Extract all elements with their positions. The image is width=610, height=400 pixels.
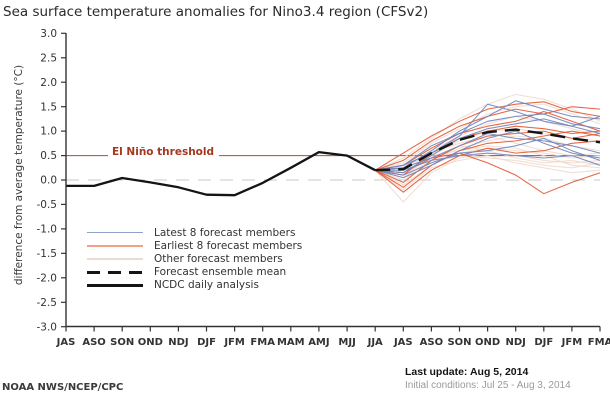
svg-text:-3.0: -3.0 (37, 321, 58, 333)
last-update-text: Last update: Aug 5, 2014 (405, 366, 529, 378)
svg-text:SON: SON (447, 337, 471, 348)
legend-label: Earliest 8 forecast members (154, 239, 303, 252)
legend-item-mean: Forecast ensemble mean (87, 266, 302, 279)
latest-members-line-sample (87, 231, 143, 234)
legend-item-latest: Latest 8 forecast members (87, 226, 302, 239)
svg-text:JJA: JJA (367, 337, 383, 348)
svg-text:-0.5: -0.5 (37, 199, 58, 211)
el-nino-threshold-label: El Niño threshold (112, 146, 215, 158)
daily-analysis-line-sample (87, 283, 143, 287)
svg-text:2.0: 2.0 (40, 77, 57, 89)
legend-label: Other forecast members (154, 252, 283, 265)
legend-label: Forecast ensemble mean (154, 266, 287, 279)
svg-text:0.5: 0.5 (40, 150, 57, 162)
svg-text:FMA: FMA (588, 337, 610, 348)
svg-text:3.0: 3.0 (40, 28, 57, 40)
svg-text:MJJ: MJJ (338, 337, 355, 348)
svg-text:JAS: JAS (56, 337, 76, 348)
svg-text:1.0: 1.0 (40, 126, 57, 138)
svg-text:AMJ: AMJ (308, 337, 329, 348)
svg-text:ASO: ASO (420, 337, 443, 348)
legend-label: NCDC daily analysis (154, 279, 259, 292)
other-members-line-sample (87, 257, 143, 260)
svg-text:NDJ: NDJ (168, 337, 188, 348)
legend-item-analysis: NCDC daily analysis (87, 279, 302, 292)
chart-title: Sea surface temperature anomalies for Ni… (3, 4, 429, 20)
earliest-members-line-sample (87, 244, 143, 247)
svg-text:0.0: 0.0 (40, 175, 57, 187)
svg-text:-1.0: -1.0 (37, 224, 58, 236)
initial-conditions-text: Initial conditions: Jul 25 - Aug 3, 2014 (405, 380, 571, 391)
ensemble-mean-line-sample (87, 270, 143, 274)
svg-text:SON: SON (110, 337, 134, 348)
svg-text:ASO: ASO (82, 337, 105, 348)
svg-text:DJF: DJF (534, 337, 553, 348)
svg-text:-1.5: -1.5 (37, 248, 58, 260)
legend: Latest 8 forecast members Earliest 8 for… (87, 226, 302, 292)
legend-label: Latest 8 forecast members (154, 226, 296, 239)
svg-text:JFM: JFM (561, 337, 583, 348)
svg-text:NDJ: NDJ (506, 337, 526, 348)
svg-text:OND: OND (475, 337, 500, 348)
svg-text:JAS: JAS (393, 337, 413, 348)
svg-text:1.5: 1.5 (40, 101, 57, 113)
legend-item-other: Other forecast members (87, 252, 302, 265)
attribution-text: NOAA NWS/NCEP/CPC (2, 382, 124, 393)
svg-text:-2.5: -2.5 (37, 297, 58, 309)
svg-text:FMA: FMA (250, 337, 275, 348)
legend-item-earliest: Earliest 8 forecast members (87, 239, 302, 252)
svg-text:JFM: JFM (223, 337, 245, 348)
svg-text:MAM: MAM (277, 337, 305, 348)
svg-text:2.5: 2.5 (40, 52, 57, 64)
svg-text:-2.0: -2.0 (37, 272, 58, 284)
svg-text:OND: OND (138, 337, 163, 348)
svg-text:DJF: DJF (197, 337, 216, 348)
